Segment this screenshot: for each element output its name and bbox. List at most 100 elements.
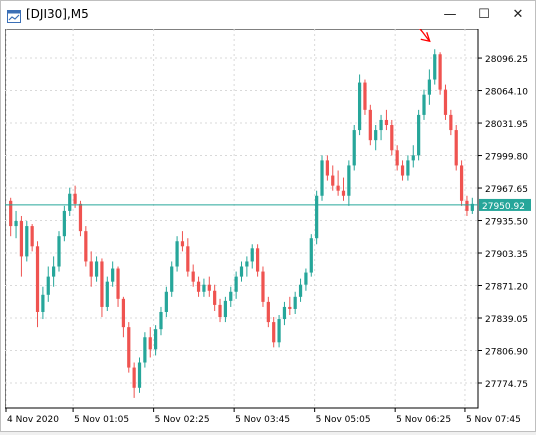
x-tick-label: 5 Nov 02:25: [155, 415, 210, 425]
candle: [379, 114, 383, 141]
candle: [148, 327, 152, 358]
candle-body: [25, 226, 29, 257]
candle-body: [438, 54, 442, 90]
candle: [400, 160, 405, 181]
candle: [368, 104, 372, 146]
x-tick-label: 5 Nov 01:05: [74, 415, 129, 425]
candle: [30, 224, 34, 252]
arrow-head: [420, 32, 431, 43]
price-chart[interactable]: 28096.25 28064.10 28031.95 27999.80 27967.65…: [4, 21, 535, 431]
candle-body: [207, 284, 211, 291]
candle-body: [352, 130, 356, 166]
candle-body: [35, 246, 40, 312]
chart-canvas[interactable]: 28096.25 28064.10 28031.95 27999.80 27967.65…: [4, 21, 535, 431]
candle-body: [379, 119, 383, 131]
candle: [454, 125, 458, 171]
candle: [422, 89, 426, 120]
candle: [261, 266, 265, 307]
candle-body: [121, 298, 126, 328]
candle: [78, 200, 83, 237]
candle-body: [331, 175, 335, 186]
candle: [363, 79, 367, 115]
candle: [298, 278, 303, 302]
candle: [304, 268, 308, 291]
candle: [35, 241, 40, 328]
candle-body: [164, 291, 168, 312]
candle-body: [78, 203, 83, 232]
candle: [277, 315, 281, 348]
candle-body: [465, 200, 469, 211]
candle-body: [137, 362, 142, 388]
candle: [465, 195, 469, 216]
candle: [68, 187, 72, 216]
candle: [325, 155, 329, 181]
current-price-label: 27950.92: [482, 202, 525, 212]
candle-body: [341, 190, 346, 196]
candle: [105, 276, 109, 311]
candle: [470, 197, 474, 214]
candle-body: [30, 226, 34, 247]
candle: [331, 165, 335, 191]
candle: [9, 197, 13, 237]
candle-body: [127, 327, 131, 368]
candle: [315, 190, 319, 245]
y-tick-label: 27967.65: [485, 185, 528, 195]
candle: [127, 322, 131, 373]
minimize-button[interactable]: —: [443, 7, 457, 22]
candle: [154, 325, 158, 356]
candle-body: [105, 281, 109, 307]
candle-body: [417, 114, 421, 156]
candle: [19, 215, 24, 277]
candle: [159, 306, 163, 336]
candle: [137, 357, 142, 393]
candle-body: [357, 82, 362, 131]
candle-body: [213, 290, 217, 305]
candle-body: [363, 82, 367, 110]
candle-body: [218, 304, 222, 318]
candle-body: [282, 306, 287, 320]
candle: [384, 109, 389, 131]
candle: [121, 296, 126, 338]
candle-body: [384, 119, 389, 126]
candle-body: [336, 185, 340, 191]
candle: [309, 234, 313, 277]
current-price-marker: 27950.92: [5, 198, 531, 212]
y-tick-label: 28096.25: [485, 55, 528, 65]
candle: [191, 264, 195, 287]
y-tick-label: 27935.50: [485, 218, 528, 228]
candle: [57, 231, 61, 272]
candle: [73, 185, 77, 208]
title-bar[interactable]: [DJI30],M5 — ☐ ✕: [1, 1, 535, 28]
candle-body: [368, 109, 372, 141]
candle: [94, 256, 99, 282]
plot-area: [4, 28, 479, 409]
candle: [116, 266, 120, 307]
close-button[interactable]: ✕: [512, 7, 524, 22]
candle-body: [459, 165, 464, 201]
y-tick-label: 27774.75: [485, 380, 528, 390]
candle-body: [454, 130, 458, 166]
candle-body: [73, 193, 77, 204]
y-tick-label: 27806.90: [485, 347, 528, 357]
candle: [427, 69, 431, 105]
maximize-button[interactable]: ☐: [478, 7, 490, 22]
candle-body: [223, 300, 228, 318]
candle: [374, 125, 378, 151]
candle: [175, 236, 179, 272]
candle-body: [325, 160, 329, 176]
candle: [390, 119, 394, 156]
candle: [84, 226, 88, 267]
candle-body: [100, 261, 104, 307]
time-axis: 4 Nov 2020 5 Nov 01:05 5 Nov 02:25 5 Nov 03…: [5, 408, 521, 425]
candle: [46, 266, 50, 302]
candle-body: [19, 221, 24, 257]
candle: [245, 256, 249, 277]
candle-body: [255, 248, 260, 272]
x-tick-label: 5 Nov 06:25: [396, 415, 451, 425]
candle-body: [261, 271, 265, 302]
candle: [288, 296, 292, 316]
candle-body: [148, 337, 152, 350]
candle-body: [427, 79, 431, 95]
candle-body: [266, 301, 270, 323]
candle: [282, 301, 287, 326]
